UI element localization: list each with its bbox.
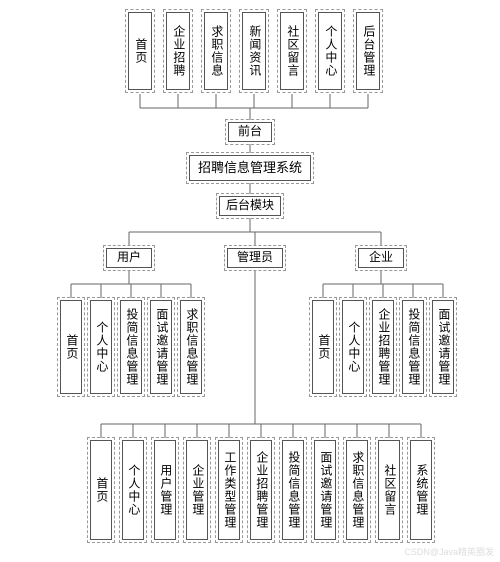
top-node: 个人中心 (318, 12, 342, 90)
admin-child: 首页 (90, 440, 112, 540)
user-child: 求职信息管理 (180, 300, 202, 394)
role-user: 用户 (106, 248, 152, 268)
backend-node: 后台模块 (219, 196, 281, 216)
top-node: 首页 (128, 12, 152, 90)
admin-child: 社区留言 (378, 440, 400, 540)
admin-child: 面试邀请管理 (314, 440, 336, 540)
admin-child: 企业管理 (186, 440, 208, 540)
top-node: 后台管理 (356, 12, 380, 90)
top-node: 企业招聘 (166, 12, 190, 90)
top-node: 求职信息 (204, 12, 228, 90)
user-child: 面试邀请管理 (150, 300, 172, 394)
company-child: 面试邀请管理 (432, 300, 454, 394)
top-node: 新闻资讯 (242, 12, 266, 90)
system-node: 招聘信息管理系统 (189, 155, 311, 181)
company-child: 投简信息管理 (402, 300, 424, 394)
admin-child: 个人中心 (122, 440, 144, 540)
user-child: 首页 (60, 300, 82, 394)
admin-child: 企业招聘管理 (250, 440, 272, 540)
admin-child: 工作类型管理 (218, 440, 240, 540)
company-child: 首页 (312, 300, 334, 394)
frontend-node: 前台 (228, 122, 272, 142)
top-node: 社区留言 (280, 12, 304, 90)
company-child: 个人中心 (342, 300, 364, 394)
company-child: 企业招聘管理 (372, 300, 394, 394)
watermark: CSDN@Java精英圈发 (404, 545, 494, 558)
user-child: 个人中心 (90, 300, 112, 394)
role-admin: 管理员 (227, 248, 283, 268)
role-company: 企业 (358, 248, 404, 268)
admin-child: 求职信息管理 (346, 440, 368, 540)
diagram-root: { "type": "tree", "background_color": "#… (0, 0, 500, 562)
admin-child: 投简信息管理 (282, 440, 304, 540)
admin-child: 系统管理 (410, 440, 432, 540)
admin-child: 用户管理 (154, 440, 176, 540)
user-child: 投简信息管理 (120, 300, 142, 394)
